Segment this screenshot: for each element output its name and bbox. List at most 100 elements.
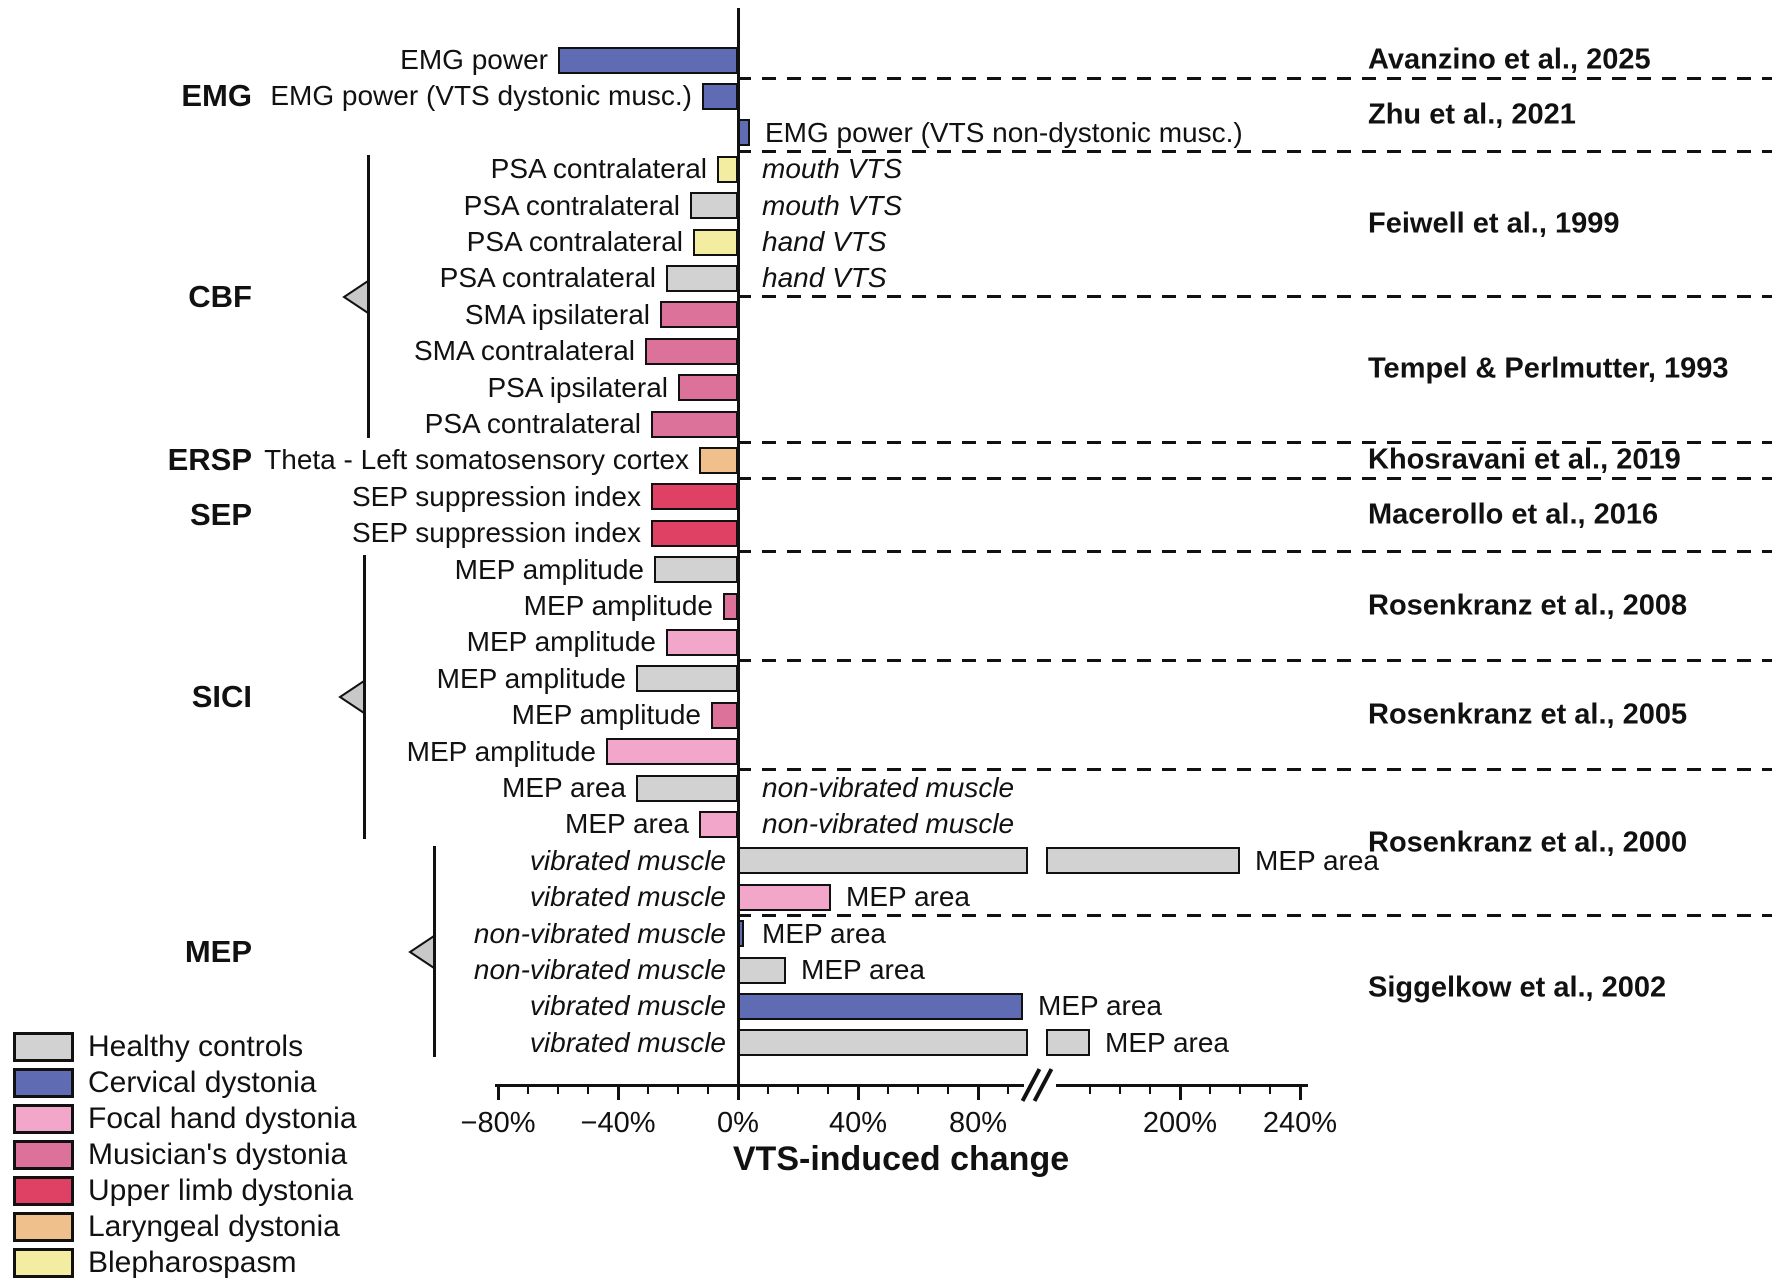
row-label: non-vibrated muscle [473, 954, 726, 985]
bar [738, 847, 1028, 875]
axis-minor-tick [586, 1085, 589, 1094]
bar [558, 46, 738, 74]
axis-tick-label: 240% [1262, 1107, 1338, 1139]
separator-line [737, 768, 1772, 772]
axis-minor-tick [1208, 1085, 1211, 1094]
axis-minor-tick [826, 1085, 829, 1094]
bar [699, 446, 738, 474]
study-label: Rosenkranz et al., 2005 [1368, 698, 1688, 731]
row-label: PSA contralateral [466, 226, 683, 257]
axis-line [495, 1084, 1308, 1087]
legend-swatch [13, 1032, 74, 1062]
legend-label: Healthy controls [88, 1030, 304, 1063]
category-label: SEP [189, 497, 252, 532]
study-label: Rosenkranz et al., 2008 [1368, 589, 1688, 622]
axis-tick-label: 40% [828, 1107, 888, 1139]
category-label: EMG [181, 78, 252, 114]
axis-minor-tick [946, 1085, 949, 1094]
bar [738, 119, 750, 147]
row-label: vibrated muscle [529, 844, 726, 876]
row-label: vibrated muscle [529, 881, 726, 913]
study-label: Tempel & Perlmutter, 1993 [1368, 352, 1729, 385]
bar [678, 374, 738, 402]
study-label: Rosenkranz et al., 2000 [1368, 826, 1688, 859]
bar [645, 337, 738, 365]
row-label: EMG power [400, 44, 548, 75]
axis-minor-tick [1238, 1085, 1241, 1094]
row-label: MEP area [502, 772, 626, 803]
bar [738, 992, 1023, 1020]
legend-label: Cervical dystonia [88, 1066, 317, 1099]
axis-tick [856, 1085, 860, 1100]
legend-swatch [13, 1140, 74, 1170]
study-label: Macerollo et al., 2016 [1368, 498, 1659, 531]
axis-minor-tick [1006, 1085, 1009, 1094]
axis-tick-label: 200% [1142, 1107, 1218, 1139]
row-note: mouth VTS [762, 189, 903, 221]
row-note: EMG power (VTS non-dystonic musc.) [765, 116, 1243, 148]
row-label: vibrated muscle [529, 1026, 726, 1058]
bar [711, 701, 738, 729]
bar [738, 920, 744, 948]
bar [717, 155, 738, 183]
bar [699, 810, 738, 838]
row-label: PSA contralateral [439, 262, 656, 294]
row-label: SMA ipsilateral [464, 298, 650, 330]
row-label: non-vibrated muscle [473, 917, 726, 949]
bar [693, 228, 738, 256]
study-label: Khosravani et al., 2019 [1368, 443, 1681, 476]
separator-line [737, 149, 1772, 153]
row-label: PSA ipsilateral [487, 371, 668, 403]
bar [654, 556, 738, 584]
row-note: hand VTS [762, 262, 887, 294]
bar [666, 628, 738, 656]
bar [1046, 847, 1240, 875]
axis-tick [1178, 1085, 1182, 1100]
row-note: non-vibrated muscle [762, 772, 1015, 803]
category-label: SICI [191, 679, 252, 714]
axis-tick-label: 0% [717, 1107, 759, 1139]
bar [606, 738, 738, 766]
bracket-arrow-icon [338, 678, 365, 716]
legend-swatch [13, 1212, 74, 1242]
axis-minor-tick [886, 1085, 889, 1094]
legend-label: Musician's dystonia [88, 1138, 348, 1171]
bracket-arrow-icon [342, 278, 369, 316]
bar [738, 1029, 1028, 1057]
legend-swatch [13, 1176, 74, 1206]
axis-minor-tick [916, 1085, 919, 1094]
legend-label: Laryngeal dystonia [88, 1210, 340, 1243]
study-label: Feiwell et al., 1999 [1368, 207, 1620, 240]
row-note: MEP area [762, 917, 886, 949]
bar [651, 410, 738, 438]
row-note: mouth VTS [762, 153, 903, 185]
zero-baseline [737, 8, 740, 1085]
row-note: MEP area [1105, 1026, 1229, 1058]
axis-minor-tick [676, 1085, 679, 1094]
separator-line [737, 440, 1772, 444]
row-label: SEP suppression index [352, 517, 641, 549]
bar [636, 774, 738, 802]
row-note: MEP area [1255, 844, 1379, 876]
axis-tick-label: −40% [580, 1107, 656, 1139]
axis-tick [616, 1085, 620, 1100]
row-label: vibrated muscle [529, 990, 726, 1022]
category-label: CBF [188, 278, 252, 314]
study-label: Avanzino et al., 2025 [1368, 43, 1651, 76]
bar [723, 592, 738, 620]
bar [636, 665, 738, 693]
row-note: hand VTS [762, 226, 887, 257]
legend-swatch [13, 1104, 74, 1134]
axis-minor-tick [706, 1085, 709, 1094]
row-label: SMA contralateral [414, 335, 635, 367]
bar [651, 483, 738, 511]
bar [690, 192, 738, 220]
row-note: MEP area [1038, 990, 1162, 1022]
x-axis-title: VTS-induced change [732, 1140, 1070, 1178]
row-label: MEP area [565, 808, 689, 840]
category-label: ERSP [167, 442, 252, 478]
row-label: PSA contralateral [490, 153, 707, 185]
row-label: MEP amplitude [406, 735, 596, 767]
row-label: MEP amplitude [511, 699, 701, 731]
axis-minor-tick [1088, 1085, 1091, 1094]
